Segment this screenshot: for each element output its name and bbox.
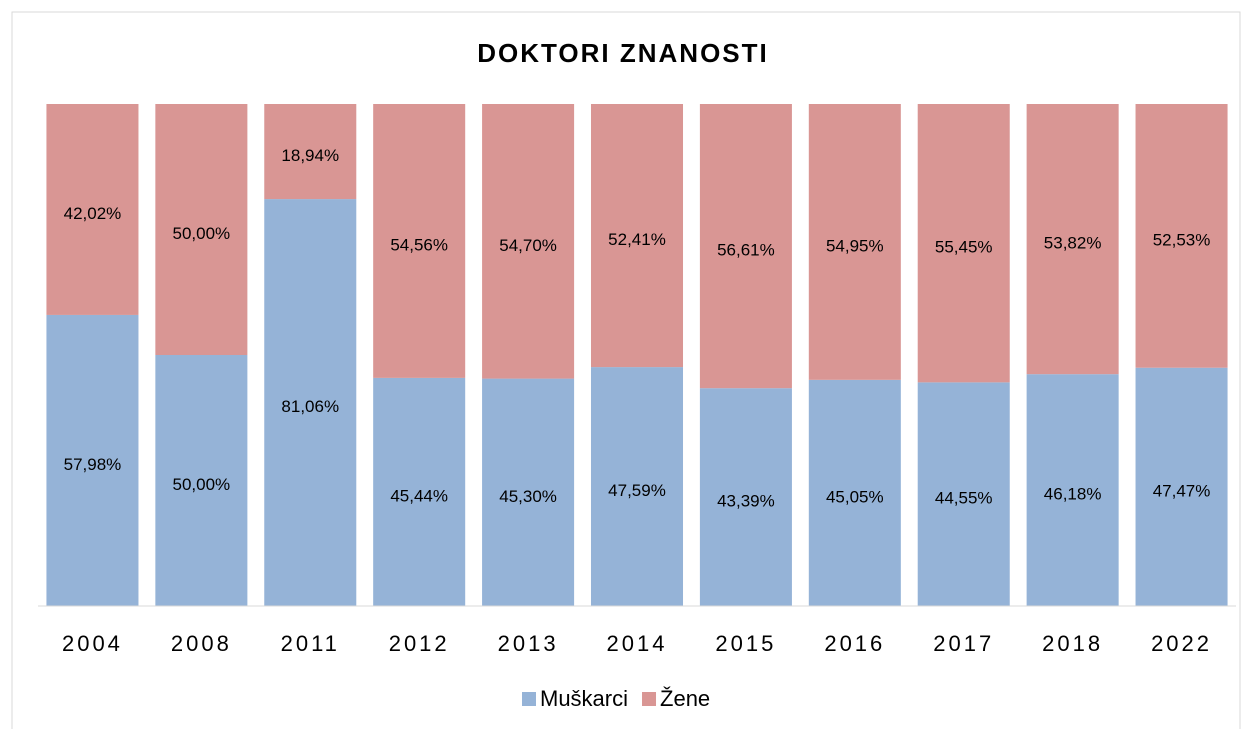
bar-segment: [482, 378, 575, 606]
bar-segment: [590, 367, 684, 606]
bar-segment: [155, 355, 248, 606]
data-label: 55,45%: [935, 238, 993, 257]
data-label: 56,61%: [717, 241, 775, 260]
chart-title: DOKTORI ZNANOSTI: [477, 38, 769, 68]
legend-label: Muškarci: [540, 686, 628, 711]
data-label: 18,94%: [281, 146, 339, 165]
x-tick-label: 2013: [498, 631, 559, 656]
data-label: 42,02%: [64, 204, 122, 223]
bar-segment: [699, 104, 792, 389]
data-label: 54,70%: [499, 236, 557, 255]
bar-segment: [1026, 104, 1119, 375]
x-tick-label: 2004: [62, 631, 123, 656]
data-label: 52,41%: [608, 230, 666, 249]
x-tick-label: 2017: [933, 631, 994, 656]
data-label: 47,59%: [608, 481, 666, 500]
bar-segment: [482, 104, 575, 379]
bar-segment: [264, 104, 357, 200]
data-label: 47,47%: [1153, 481, 1211, 500]
data-label: 46,18%: [1044, 485, 1102, 504]
data-label: 43,39%: [717, 492, 775, 511]
x-tick-label: 2022: [1151, 631, 1212, 656]
x-tick-label: 2011: [281, 631, 340, 656]
bar-segment: [808, 379, 901, 606]
data-label: 52,53%: [1153, 230, 1211, 249]
x-tick-label: 2012: [389, 631, 450, 656]
bar-segment: [1135, 104, 1228, 368]
x-tick-label: 2016: [824, 631, 885, 656]
data-label: 50,00%: [173, 475, 231, 494]
bar-segment: [1135, 367, 1228, 606]
x-tick-label: 2018: [1042, 631, 1103, 656]
bar-segment: [917, 104, 1010, 383]
bar-segment: [264, 199, 357, 606]
bar-segment: [373, 377, 466, 606]
bar-segment: [1026, 374, 1119, 606]
x-tick-label: 2014: [607, 631, 668, 656]
bar-segment: [155, 104, 248, 355]
bar-segment: [808, 104, 901, 380]
data-label: 45,30%: [499, 487, 557, 506]
data-label: 45,05%: [826, 487, 884, 506]
x-tick-label: 2015: [715, 631, 776, 656]
bar-segment: [46, 314, 139, 606]
data-label: 54,95%: [826, 236, 884, 255]
data-label: 54,56%: [390, 235, 448, 254]
legend-swatch: [642, 692, 657, 706]
data-label: 50,00%: [173, 224, 231, 243]
bar-segment: [590, 104, 684, 368]
bar-segment: [917, 382, 1010, 606]
bar-segment: [699, 388, 792, 606]
data-label: 53,82%: [1044, 234, 1102, 253]
bar-segment: [46, 104, 139, 315]
legend-swatch: [522, 692, 536, 706]
bar-segment: [373, 104, 466, 378]
data-label: 57,98%: [64, 455, 122, 474]
data-label: 44,55%: [935, 489, 993, 508]
x-tick-label: 2008: [171, 631, 232, 656]
data-label: 81,06%: [281, 397, 339, 416]
data-label: 45,44%: [390, 486, 448, 505]
legend-label: Žene: [660, 686, 710, 711]
